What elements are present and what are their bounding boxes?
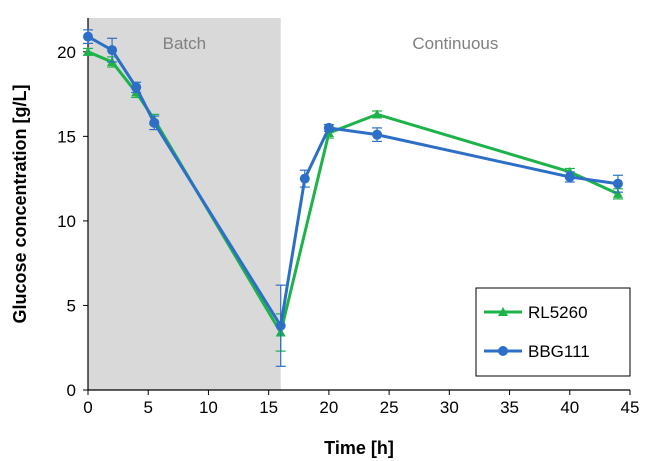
region-label-batch: Batch [163,34,206,53]
region-shade-batch [88,18,281,390]
legend-marker-bbg111 [498,346,508,356]
y-tick-label: 5 [67,296,76,315]
data-point [564,171,575,182]
y-axis-title: Glucose concentration [g/L] [10,84,30,323]
y-tick-label: 10 [57,212,76,231]
data-point [299,173,310,184]
x-tick-label: 35 [500,398,519,417]
x-tick-label: 20 [319,398,338,417]
data-point [372,109,383,119]
legend-box [475,287,631,377]
x-tick-label: 45 [621,398,640,417]
x-tick-label: 5 [143,398,152,417]
data-point [275,320,286,331]
legend-label-bbg111: BBG111 [528,342,590,361]
series-line-bbg111 [87,35,619,328]
series-layer [83,29,623,367]
data-point [612,178,623,189]
regions-layer [88,18,281,390]
x-tick-label: 30 [440,398,459,417]
data-point [83,46,93,56]
region-labels-layer: Batch Continuous [163,34,499,53]
y-tick-labels: 0 5 10 15 20 [57,43,76,400]
y-tick-label: 0 [67,381,76,400]
x-tick-label: 10 [199,398,218,417]
x-tick-labels: 0 5 10 15 20 25 30 35 40 45 [83,398,639,417]
data-point [323,122,334,133]
x-tick-label: 0 [83,398,92,417]
x-tick-label: 15 [259,398,278,417]
data-point [131,82,142,93]
legend-label-rl5260: RL5260 [528,303,588,322]
data-point [83,31,93,42]
y-tick-label: 15 [57,127,76,146]
x-axis-title: Time [h] [324,438,394,458]
axes-layer [83,18,631,395]
series-bbg111 [83,29,623,367]
legend-marker-rl5260 [498,307,508,316]
region-label-continuous: Continuous [412,34,498,53]
data-point [612,188,623,198]
data-point [107,45,118,56]
x-tick-label: 25 [380,398,399,417]
legend: RL5260 BBG111 [475,287,631,377]
y-tick-label: 20 [57,43,76,62]
x-tick-label: 40 [560,398,579,417]
data-point [372,129,383,140]
legend-swatches [484,307,522,356]
data-point [149,117,160,128]
